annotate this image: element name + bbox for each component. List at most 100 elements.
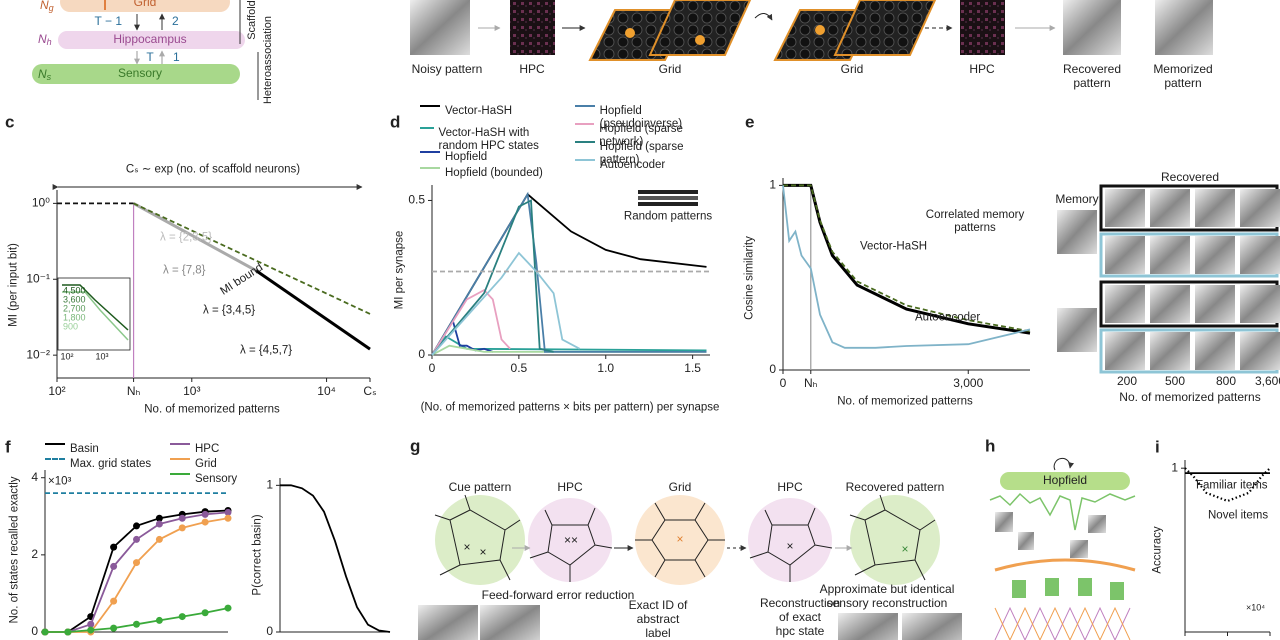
marker <box>178 613 186 621</box>
caption: Grid <box>841 62 864 76</box>
image <box>410 0 470 55</box>
series-line <box>431 288 511 356</box>
ng-label: Ng <box>40 0 54 13</box>
marker <box>155 514 163 522</box>
x-tick-label: 3,000 <box>953 376 983 390</box>
marker: × <box>786 539 793 553</box>
x-tick-label: Nₕ <box>804 376 818 390</box>
panel-e-images: Memory Recovered 200 500 800 3,600 No. o… <box>1055 170 1280 404</box>
image <box>1088 515 1106 533</box>
x-tick-label: 0 <box>780 376 787 390</box>
caption: hpc state <box>776 624 825 638</box>
caption: HPC <box>969 62 995 76</box>
legend-item: Basin <box>45 443 195 456</box>
caption: of exact <box>779 610 822 624</box>
legend-text: Hopfield (sparse pattern) <box>599 141 684 166</box>
marker <box>87 620 95 628</box>
stage-label: HPC <box>777 480 803 494</box>
image <box>1195 332 1235 370</box>
voronoi <box>749 507 833 582</box>
x-tick-label: 1.0 <box>597 361 614 375</box>
caption: sensory reconstruction <box>827 596 948 610</box>
x-tick-label: 10² <box>48 384 65 398</box>
step-label: 2 <box>172 14 179 28</box>
caption: Recovered <box>1063 62 1121 76</box>
annotation: ×10⁴ <box>1246 602 1266 613</box>
marker <box>155 520 163 528</box>
wave <box>994 606 1131 640</box>
y-axis-label: MI per synapse <box>393 230 406 310</box>
marker <box>201 609 209 617</box>
legend-text: Hopfield (pseudoinverse) <box>599 105 683 130</box>
y-tick-label: 0 <box>266 624 273 638</box>
legend-item: Vector-HaSH <box>420 105 570 118</box>
x-axis-label: No. of memorized patterns <box>837 395 973 408</box>
step-label: 1 <box>173 50 180 64</box>
marker <box>224 604 232 612</box>
legend-text: Basin <box>70 443 99 455</box>
annotation: 3,600 <box>63 294 86 305</box>
image <box>1240 236 1280 274</box>
annotation: 4,500 <box>63 285 86 296</box>
series-label: Novel items <box>1208 509 1269 522</box>
caption: Grid <box>659 62 682 76</box>
energy-line <box>989 492 1136 531</box>
stage-label: Recovered pattern <box>846 480 945 494</box>
x-tick-label: 2 <box>1267 638 1274 640</box>
panel-letter: f <box>5 437 11 457</box>
hopfield-box <box>1000 472 1130 490</box>
x-tick-label: 10³ <box>183 384 200 398</box>
image <box>1155 0 1213 55</box>
y-tick-label: 10⁻¹ <box>26 271 50 285</box>
ns-label: Ns <box>38 67 52 82</box>
series-label: Familiar items <box>1196 479 1268 492</box>
hopfield-label: Hopfield <box>1043 473 1087 487</box>
marker <box>201 518 209 526</box>
y-tick-label: 0 <box>31 624 38 638</box>
caption: Noisy pattern <box>412 62 483 76</box>
image <box>1018 532 1034 550</box>
inset-frame <box>57 277 131 351</box>
panel-letter: d <box>390 112 401 132</box>
image <box>995 512 1013 532</box>
annotation: Random patterns <box>623 210 713 223</box>
legend-text: Vector-HaSH with random HPC states <box>438 127 539 152</box>
hpc-image <box>510 0 555 55</box>
y-tick-label: 10⁰ <box>32 196 50 210</box>
x-tick-label: Cₛ <box>363 384 376 398</box>
hpc-image <box>960 0 1005 55</box>
annotation: 1,800 <box>63 312 86 323</box>
series-line <box>255 269 371 351</box>
y-axis-label: P(correct basin) <box>251 514 264 596</box>
marker <box>133 535 140 543</box>
y-axis-label: No. of states recalled exactly <box>8 476 21 624</box>
hexagon <box>635 502 725 578</box>
annotation: Correlated memory patterns <box>925 209 1025 234</box>
image <box>480 605 540 640</box>
marker <box>110 543 118 551</box>
arrow <box>754 13 773 21</box>
legend-item: Hopfield (bounded) <box>420 167 570 180</box>
inset-line <box>62 284 129 331</box>
count-label: 800 <box>1216 374 1236 388</box>
stage-label: Grid <box>669 480 692 494</box>
state-circle <box>635 495 725 585</box>
y-tick-label: 0 <box>418 347 425 361</box>
marker <box>224 508 232 516</box>
caption: Reconstruction <box>760 596 840 610</box>
y-tick-label: 0 <box>769 362 776 376</box>
series-label: Vector-HaSH <box>860 240 928 253</box>
hetero-label: Heteroassociation <box>262 16 274 104</box>
image <box>1105 189 1145 227</box>
legend-item: Hopfield (sparse network) <box>575 123 725 149</box>
legend-text: Hopfield (sparse network) <box>599 123 683 148</box>
annotation: 900 <box>63 321 79 332</box>
marker <box>224 514 232 522</box>
grid-box <box>60 0 230 12</box>
sensory-box <box>32 64 240 84</box>
marker: × <box>676 532 683 546</box>
y-axis-label: MI (per input bit) <box>7 243 20 327</box>
marker <box>110 624 118 632</box>
